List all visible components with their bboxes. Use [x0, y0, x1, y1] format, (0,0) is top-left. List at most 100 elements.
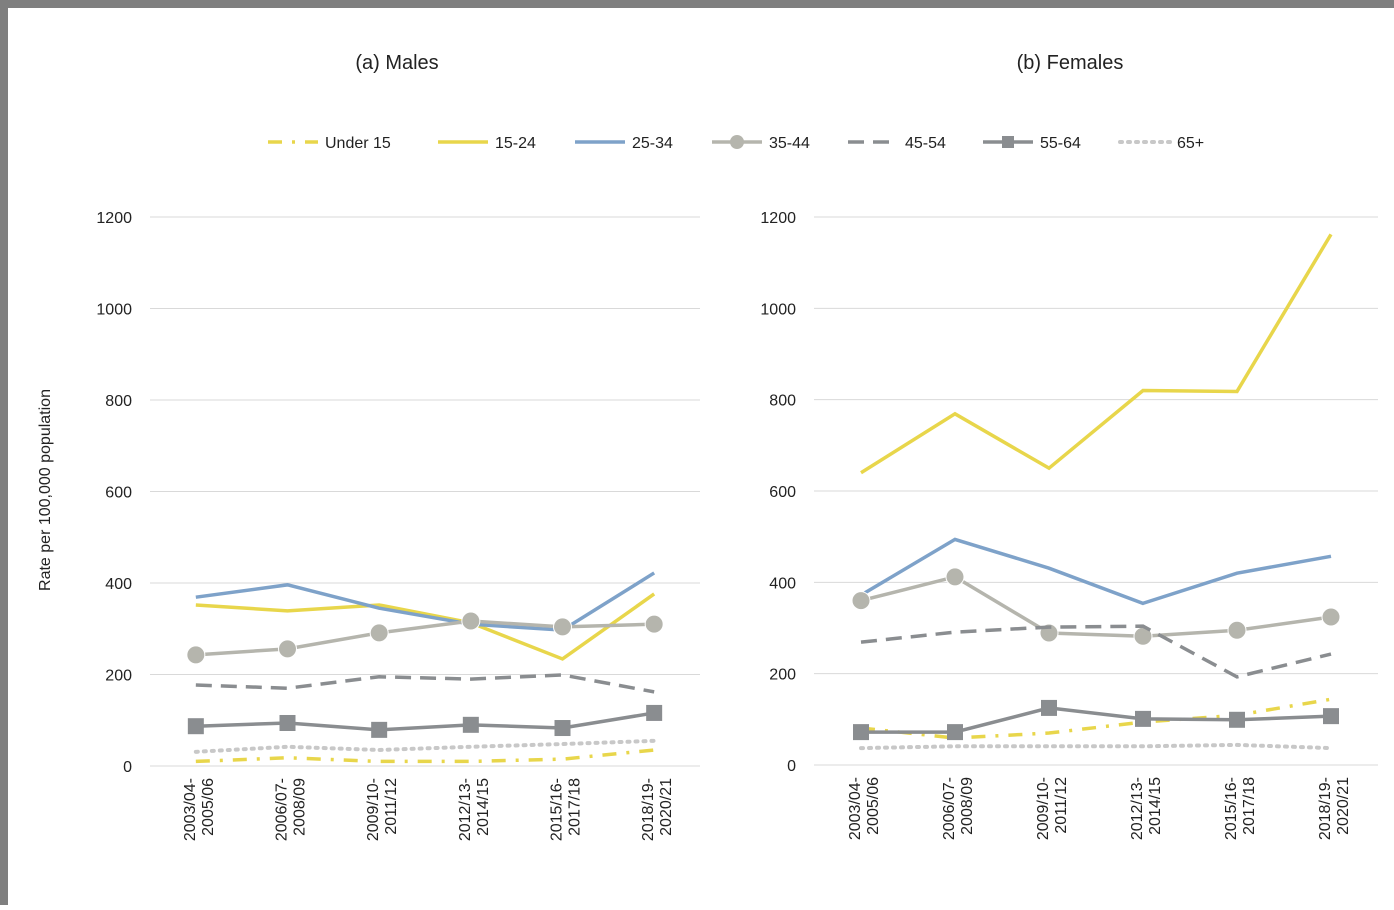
x-tick-label: 2006/07- 2008/09 — [941, 777, 976, 840]
marker — [279, 714, 296, 731]
y-tick-label: 1000 — [760, 301, 796, 318]
x-tick-label-line: 2020/21 — [658, 778, 675, 836]
x-tick-label: 2018/19- 2020/21 — [640, 778, 675, 841]
x-tick-label-line: 2017/18 — [567, 778, 584, 836]
y-tick-label: 800 — [769, 393, 796, 410]
marker — [1227, 620, 1247, 640]
x-tick-label-line: 2015/16- — [549, 778, 566, 841]
x-tick-label-line: 2012/13- — [1129, 777, 1146, 840]
marker — [553, 617, 572, 637]
series-line — [195, 571, 656, 632]
x-tick-label-line: 2012/13- — [457, 778, 474, 841]
legend-label: 25-34 — [632, 135, 673, 152]
x-tick-label-line: 2008/09 — [292, 778, 309, 836]
legend-marker — [1002, 136, 1014, 148]
series-line — [195, 592, 656, 661]
x-tick-label-line: 2008/09 — [959, 777, 976, 835]
x-tick-label: 2009/10- 2011/12 — [365, 778, 400, 841]
x-tick-label-line: 2003/04- — [847, 777, 864, 840]
y-tick-label: 600 — [105, 485, 132, 502]
marker — [851, 591, 871, 611]
x-tick-label-line: 2014/15 — [1147, 777, 1164, 835]
legend-marker — [730, 135, 744, 149]
x-tick-label: 2003/04- 2005/06 — [847, 777, 882, 840]
marker — [461, 611, 481, 631]
marker — [853, 724, 869, 741]
series-line — [861, 706, 1332, 734]
marker — [186, 645, 206, 665]
series-line — [195, 619, 655, 657]
x-tick-label-line: 2005/06 — [865, 777, 882, 835]
chart-title: (a) Males — [355, 52, 438, 74]
x-tick-label-line: 2003/04- — [182, 778, 199, 841]
legend-label: 15-24 — [495, 135, 536, 152]
series-line — [195, 673, 655, 694]
marker — [187, 718, 204, 735]
series-line — [193, 738, 657, 754]
marker — [1041, 699, 1057, 716]
x-tick-label-line: 2020/21 — [1335, 777, 1352, 835]
x-tick-label: 2003/04- 2005/06 — [182, 778, 217, 841]
x-tick-label-line: 2011/12 — [383, 778, 400, 835]
marker — [462, 716, 479, 733]
series-line — [860, 624, 1332, 679]
x-tick-label-line: 2014/15 — [475, 778, 492, 836]
marker — [1321, 607, 1341, 627]
series-line — [860, 574, 1332, 638]
x-tick-label-line: 2005/06 — [200, 778, 217, 836]
y-tick-label: 600 — [769, 484, 796, 501]
x-tick-label-line: 2009/10- — [1035, 777, 1052, 840]
x-tick-label-line: 2009/10- — [365, 778, 382, 841]
series-line — [860, 537, 1332, 606]
x-tick-label: 2015/16- 2017/18 — [1223, 777, 1258, 840]
y-tick-label: 1200 — [96, 210, 132, 227]
y-tick-label: 200 — [769, 667, 796, 684]
marker — [945, 567, 965, 587]
y-tick-label: 200 — [105, 668, 132, 685]
series-line — [195, 748, 655, 764]
x-tick-label-line: 2017/18 — [1241, 777, 1258, 835]
x-tick-label-line: 2015/16- — [1223, 777, 1240, 840]
marker — [644, 614, 664, 634]
y-tick-label: 400 — [769, 575, 796, 592]
x-tick-label: 2006/07- 2008/09 — [274, 778, 309, 841]
x-tick-label-line: 2018/19- — [640, 778, 657, 841]
marker — [369, 623, 389, 643]
x-tick-label-line: 2006/07- — [941, 777, 958, 840]
y-tick-label: 800 — [105, 393, 132, 410]
x-tick-label-line: 2006/07- — [274, 778, 291, 841]
x-tick-label: 2012/13- 2014/15 — [1129, 777, 1164, 840]
series-line — [860, 233, 1333, 475]
y-tick-label: 1000 — [96, 302, 132, 319]
marker — [1323, 708, 1339, 725]
x-tick-label: 2012/13- 2014/15 — [457, 778, 492, 841]
y-tick-label: 400 — [105, 576, 132, 593]
x-tick-label: 2009/10- 2011/12 — [1035, 777, 1070, 840]
y-tick-label: 0 — [123, 759, 132, 776]
series-line — [859, 742, 1333, 751]
legend-label: 35-44 — [769, 135, 810, 152]
y-axis-label: Rate per 100,000 population — [37, 389, 54, 591]
x-tick-label-line: 2011/12 — [1053, 777, 1070, 834]
x-tick-label-line: 2018/19- — [1317, 777, 1334, 840]
legend-label: 65+ — [1177, 135, 1204, 152]
legend-label: Under 15 — [325, 135, 391, 152]
marker — [278, 639, 297, 659]
x-tick-label: 2015/16- 2017/18 — [549, 778, 584, 841]
series-line — [195, 711, 655, 732]
legend-label: 55-64 — [1040, 135, 1081, 152]
marker — [646, 704, 663, 721]
marker — [1135, 710, 1151, 727]
marker — [947, 724, 963, 741]
x-tick-label: 2018/19- 2020/21 — [1317, 777, 1352, 840]
y-tick-label: 0 — [787, 758, 796, 775]
marker — [371, 721, 388, 738]
chart-title: (b) Females — [1017, 52, 1124, 74]
legend-label: 45-54 — [905, 135, 946, 152]
series-line — [860, 697, 1332, 740]
marker — [1229, 711, 1245, 728]
marker — [554, 720, 571, 737]
